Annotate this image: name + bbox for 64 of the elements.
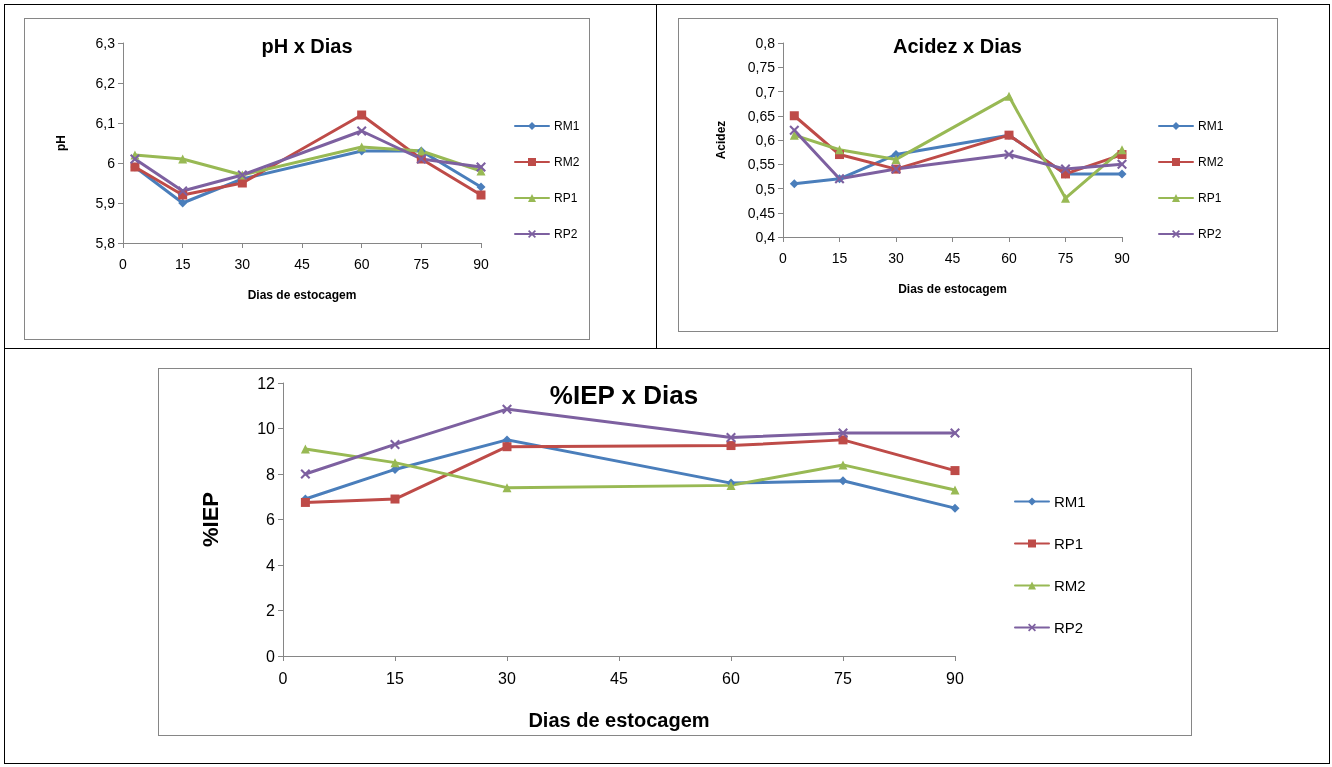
y-tick-label: 5,9 [95, 195, 116, 211]
x-tick-label: 60 [353, 256, 370, 272]
x-tick-label: 60 [722, 669, 740, 687]
x-tick-label: 45 [610, 669, 628, 687]
legend-label: RP2 [554, 227, 578, 241]
x-tick-label: 15 [174, 256, 191, 272]
legend-label: RP2 [1198, 227, 1222, 241]
legend-label: RP2 [1054, 619, 1084, 636]
y-tick-label: 2 [266, 602, 276, 619]
y-tick-label: 0,7 [755, 83, 776, 100]
x-tick-label: 75 [834, 669, 852, 687]
legend-label: RM2 [554, 155, 580, 169]
y-tick-label: 0 [266, 647, 276, 665]
x-tick-label: 30 [234, 256, 251, 272]
legend-label: RM2 [1054, 577, 1086, 594]
legend-label: RM1 [554, 119, 580, 133]
y-tick-label: 0,75 [747, 59, 776, 76]
x-tick-label: 90 [1114, 250, 1130, 266]
y-tick-label: 0,8 [755, 35, 776, 51]
y-tick-label: 0,55 [747, 156, 776, 173]
x-tick-label: 0 [278, 669, 288, 687]
legend-label: RP1 [1198, 191, 1222, 205]
chart-title: %IEP x Dias [549, 380, 699, 410]
legend-label: RM2 [1198, 155, 1224, 169]
y-tick-label: 12 [257, 374, 276, 392]
x-axis-title: Dias de estocagem [247, 288, 357, 302]
legend-label: RM1 [1054, 493, 1086, 510]
y-axis-title: Acidez [714, 120, 728, 160]
x-tick-label: 45 [944, 250, 961, 266]
y-tick-label: 0,65 [747, 107, 776, 124]
y-tick-label: 8 [266, 465, 276, 483]
y-tick-label: 0,5 [755, 180, 776, 197]
x-tick-label: 30 [498, 669, 516, 687]
x-tick-label: 75 [1057, 250, 1074, 266]
x-tick-label: 75 [413, 256, 430, 272]
y-tick-label: 6,3 [95, 35, 116, 51]
y-tick-label: 6,1 [95, 115, 116, 131]
y-tick-label: 10 [257, 420, 276, 437]
y-axis-title: %IEP [197, 491, 223, 548]
y-tick-label: 5,8 [95, 235, 116, 251]
y-tick-label: 6 [266, 511, 276, 528]
y-tick-label: 6,2 [95, 75, 116, 91]
y-tick-label: 6 [107, 155, 116, 171]
chart-title: Acidez x Dias [893, 35, 1022, 57]
x-tick-label: 45 [294, 256, 310, 272]
x-axis-title: Dias de estocagem [528, 709, 710, 731]
x-tick-label: 60 [1001, 250, 1017, 266]
y-tick-label: 0,6 [755, 132, 776, 148]
x-tick-label: 90 [473, 256, 489, 272]
x-axis-title: Dias de estocagem [898, 282, 1007, 296]
x-tick-label: 0 [119, 256, 128, 272]
x-tick-label: 15 [386, 669, 404, 687]
y-tick-label: 0,4 [755, 229, 776, 245]
x-tick-label: 0 [779, 250, 788, 266]
x-tick-label: 90 [946, 669, 964, 687]
x-tick-label: 15 [831, 250, 848, 266]
y-tick-label: 4 [266, 556, 276, 574]
x-tick-label: 30 [888, 250, 904, 266]
legend-label: RP1 [554, 191, 578, 205]
y-axis-title: pH [54, 135, 68, 151]
y-tick-label: 0,45 [747, 204, 776, 221]
legend-label: RM1 [1198, 119, 1224, 133]
legend-label: RP1 [1054, 535, 1084, 552]
chart-title: pH x Dias [261, 35, 353, 57]
